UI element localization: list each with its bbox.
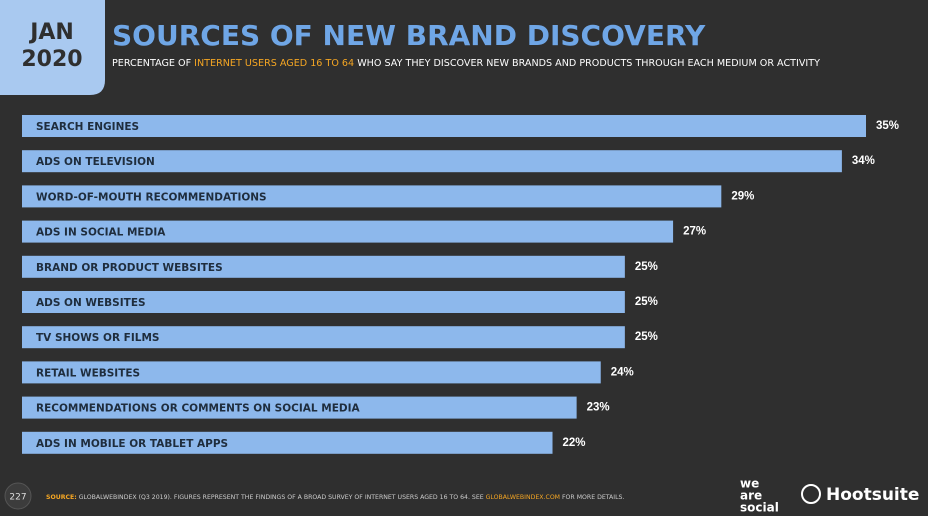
value-label: 24%	[611, 366, 634, 378]
logo-icon	[801, 484, 821, 504]
bar	[22, 291, 625, 313]
bar	[22, 115, 866, 137]
category-label: ADS ON TELEVISION	[36, 156, 155, 168]
source-link: GLOBALWEBINDEX.COM	[486, 494, 560, 501]
value-label: 22%	[563, 437, 586, 449]
bar	[22, 220, 674, 243]
value-label: 29%	[731, 190, 754, 202]
logo-line: social	[740, 501, 779, 515]
category-label: RETAIL WEBSITES	[36, 367, 140, 379]
category-label: ADS IN MOBILE OR TABLET APPS	[36, 438, 228, 450]
value-label: 25%	[635, 261, 658, 273]
source-text: GLOBALWEBINDEX (Q3 2019). FIGURES REPRES…	[77, 494, 486, 501]
category-label: TV SHOWS OR FILMS	[36, 332, 159, 344]
bars: 35% SEARCH ENGINES 34% ADS ON TELEVISION 29%…	[22, 115, 899, 454]
value-label: 25%	[635, 331, 658, 343]
source-label: SOURCE:	[46, 494, 77, 501]
bar	[22, 431, 553, 454]
date-month: JAN	[28, 20, 74, 45]
value-label: 27%	[683, 226, 706, 238]
bar	[22, 150, 842, 173]
category-label: ADS IN SOCIAL MEDIA	[36, 227, 166, 239]
category-label: SEARCH ENGINES	[36, 121, 139, 133]
chart-subtitle: PERCENTAGE OF INTERNET USERS AGED 16 TO …	[112, 58, 820, 69]
bar	[22, 326, 625, 349]
subtitle-part: WHO SAY THEY DISCOVER NEW BRANDS AND PRO…	[354, 58, 820, 69]
subtitle-highlight: INTERNET USERS AGED 16 TO 64	[194, 58, 354, 69]
logo-line: we	[740, 477, 759, 491]
subtitle-part: PERCENTAGE OF	[112, 58, 194, 69]
logo-line: are	[740, 489, 762, 503]
bar	[22, 185, 722, 208]
source-note: SOURCE: GLOBALWEBINDEX (Q3 2019). FIGURE…	[46, 494, 624, 501]
chart-title: SOURCES OF NEW BRAND DISCOVERY	[112, 19, 706, 52]
category-label: ADS ON WEBSITES	[36, 297, 146, 309]
value-label: 34%	[852, 155, 875, 167]
category-label: BRAND OR PRODUCT WEBSITES	[36, 262, 223, 274]
page-number: 227	[9, 493, 26, 503]
source-text: FOR MORE DETAILS.	[560, 494, 624, 501]
bar	[22, 396, 577, 419]
value-label: 23%	[587, 402, 610, 414]
category-label: WORD-OF-MOUTH RECOMMENDATIONS	[36, 191, 267, 203]
bar	[22, 255, 625, 278]
logo-hootsuite: Hootsuite	[826, 485, 919, 505]
date-badge	[0, 0, 105, 95]
page-badge	[4, 482, 32, 510]
bar	[22, 361, 601, 384]
date-year: 2020	[21, 47, 82, 72]
value-label: 25%	[635, 296, 658, 308]
category-label: RECOMMENDATIONS OR COMMENTS ON SOCIAL ME…	[36, 403, 360, 415]
value-label: 35%	[876, 120, 899, 132]
